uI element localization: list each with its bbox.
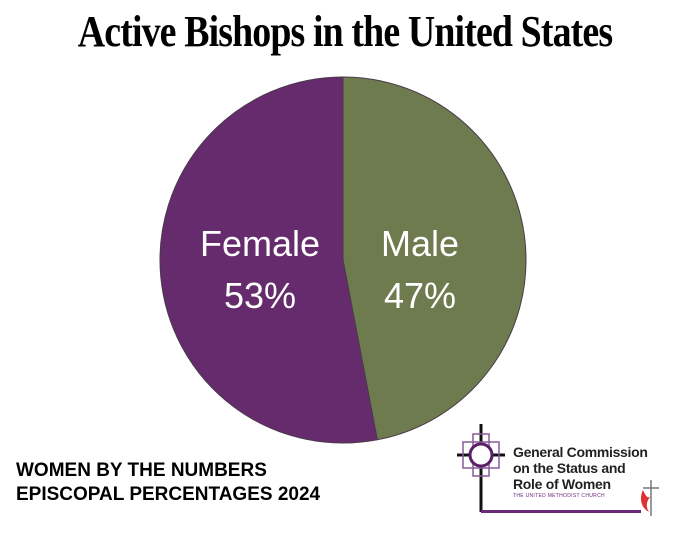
female-percent: 53% <box>223 275 297 316</box>
logo-underline <box>481 510 641 513</box>
footer-line-2: EPISCOPAL PERCENTAGES 2024 <box>16 484 321 505</box>
gcsrw-logo: General Commission on the Status and Rol… <box>455 420 665 520</box>
pie-slice-male <box>342 76 527 441</box>
footer-caption: WOMEN BY THE NUMBERS EPISCOPAL PERCENTAG… <box>16 459 320 507</box>
male-label: Male 47% <box>345 222 495 318</box>
logo-line-2: on the Status and <box>513 460 626 476</box>
female-label: Female 53% <box>180 222 340 318</box>
logo-subtitle: THE UNITED METHODIST CHURCH <box>513 493 605 499</box>
logo-text: General Commission on the Status and Rol… <box>513 444 648 492</box>
male-name: Male <box>380 223 460 264</box>
logo-line-1: General Commission <box>513 444 648 460</box>
cross-emblem-icon <box>457 424 505 512</box>
cross-and-flame-icon <box>641 480 659 516</box>
male-percent: 47% <box>383 275 457 316</box>
logo-line-3: Role of Women <box>513 476 611 492</box>
female-name: Female <box>199 223 321 264</box>
chart-title: Active Bishops in the United States <box>77 7 613 56</box>
pie-slice-female <box>159 76 378 444</box>
footer-line-1: WOMEN BY THE NUMBERS <box>16 460 267 481</box>
